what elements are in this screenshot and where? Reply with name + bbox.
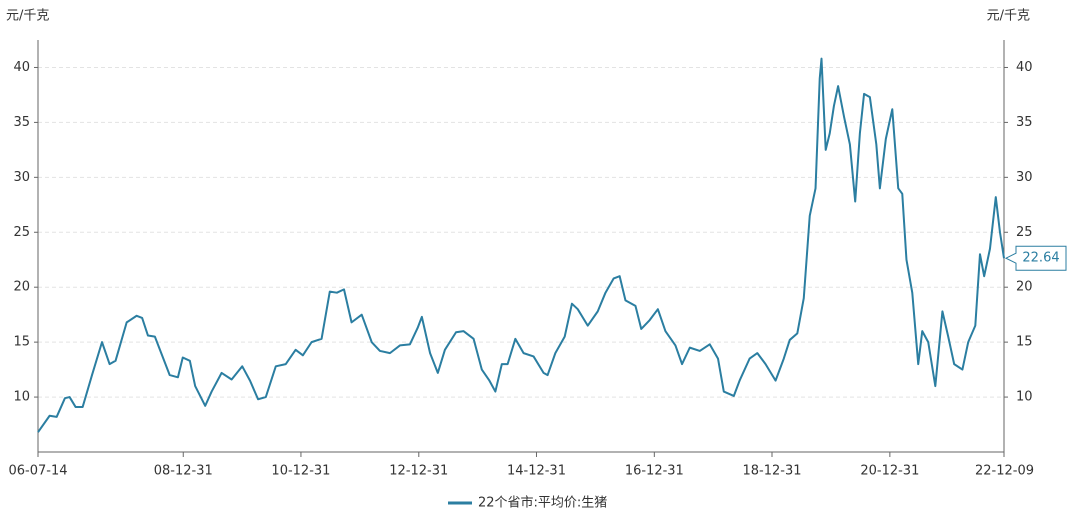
y-tick-label: 25: [13, 225, 30, 240]
x-tick-label: 18-12-31: [743, 464, 802, 479]
x-tick-label: 14-12-31: [507, 464, 566, 479]
x-tick-label: 06-07-14: [8, 464, 67, 479]
x-tick-label: 16-12-31: [625, 464, 684, 479]
y2-tick-label: 35: [1016, 115, 1033, 130]
y-tick-label: 35: [13, 115, 30, 130]
y-tick-label: 40: [13, 60, 30, 75]
x-tick-label: 10-12-31: [271, 464, 330, 479]
callout-box: [1004, 245, 1067, 271]
x-tick-label: 22-12-09: [975, 464, 1034, 479]
y-tick-label: 30: [13, 170, 30, 185]
y-tick-label: 10: [13, 390, 30, 405]
legend-label: 22个省市:平均价:生猪: [478, 495, 607, 511]
y2-tick-label: 25: [1016, 225, 1033, 240]
x-tick-label: 12-12-31: [389, 464, 448, 479]
y2-tick-label: 40: [1016, 60, 1033, 75]
y2-axis-title: 元/千克: [987, 9, 1030, 24]
y-axis-title: 元/千克: [6, 9, 49, 24]
y2-tick-label: 15: [1016, 335, 1033, 350]
y2-tick-label: 20: [1016, 280, 1033, 295]
y2-tick-label: 10: [1016, 390, 1033, 405]
y2-tick-label: 30: [1016, 170, 1033, 185]
x-tick-label: 08-12-31: [154, 464, 213, 479]
y-tick-label: 15: [13, 335, 30, 350]
y-tick-label: 20: [13, 280, 30, 295]
line-series: [37, 57, 1005, 433]
value-label: 22.64: [1022, 251, 1059, 266]
x-tick-label: 20-12-31: [860, 464, 919, 479]
